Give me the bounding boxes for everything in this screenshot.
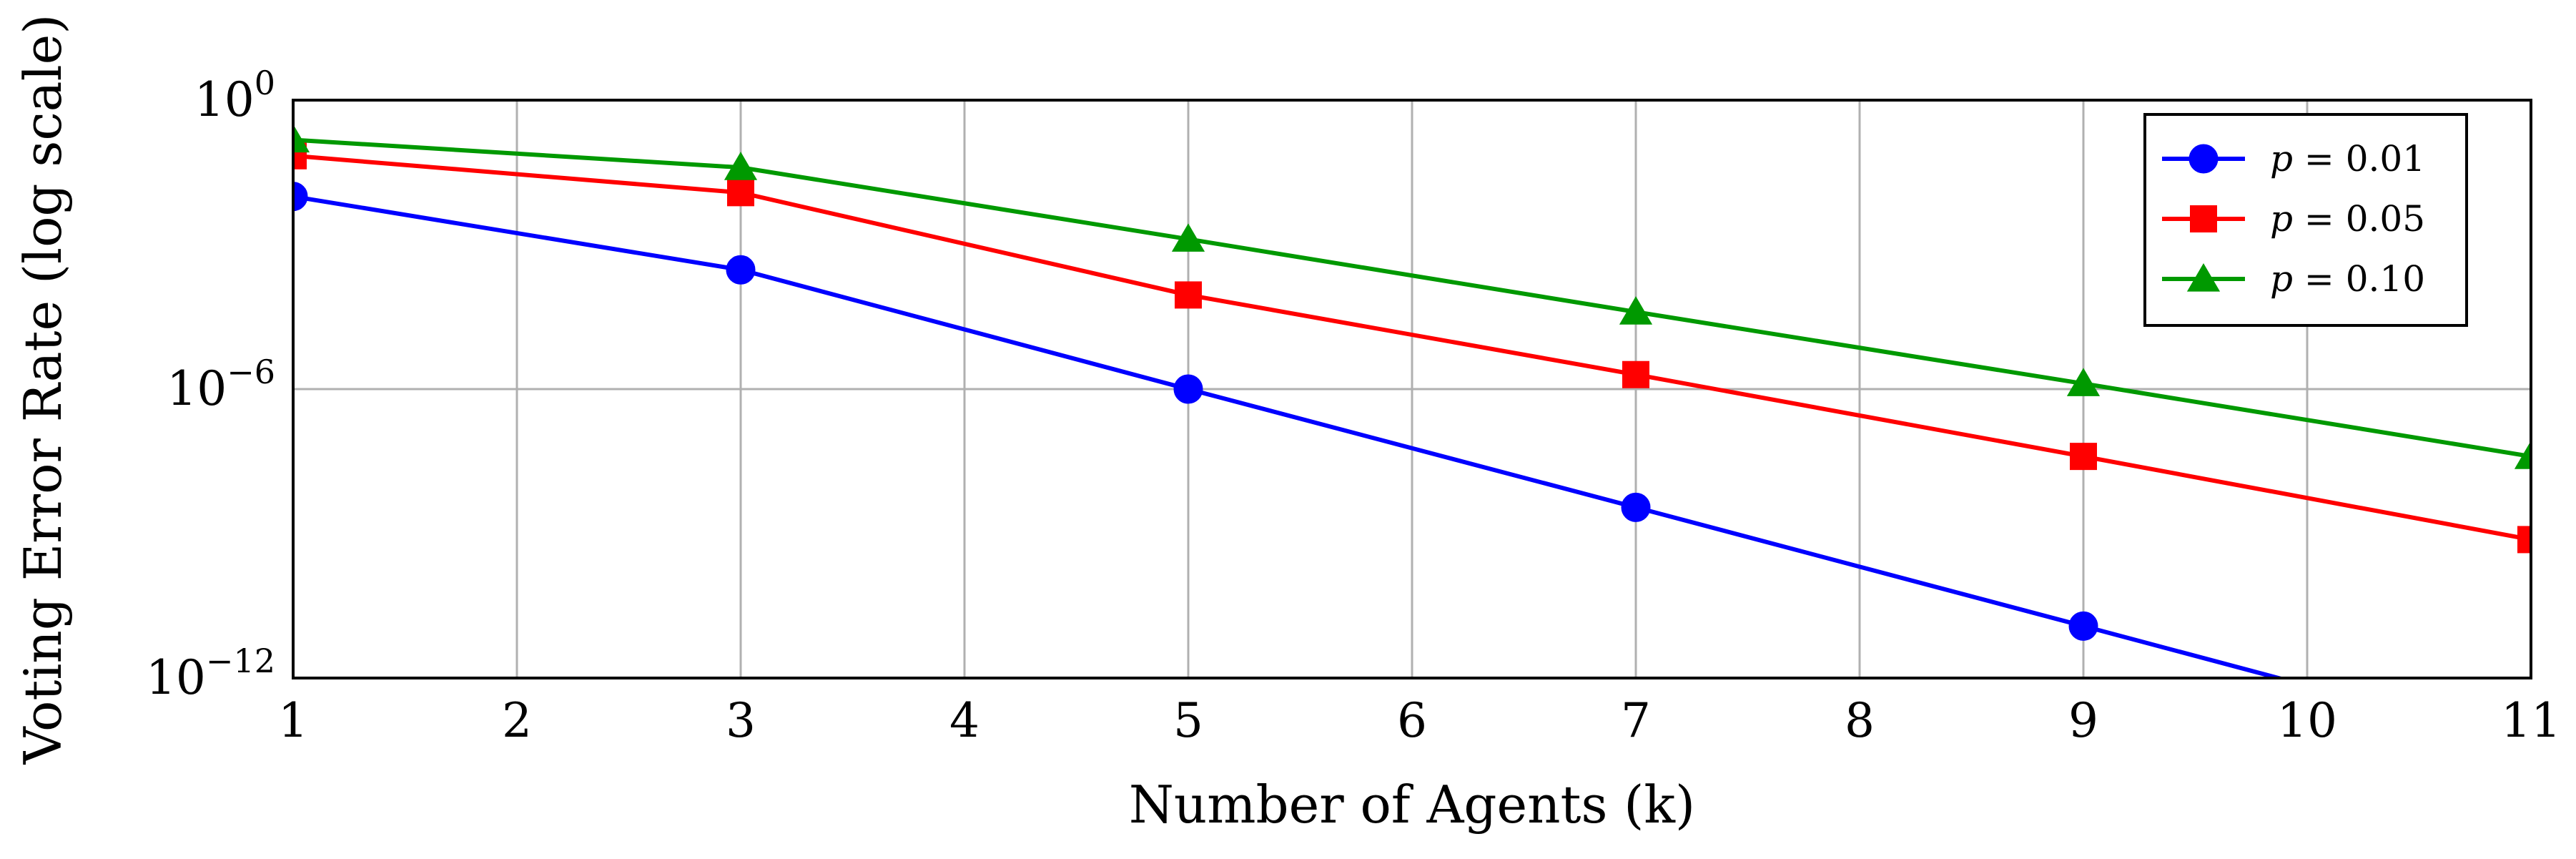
data-point: [2068, 611, 2098, 641]
legend-value: 0.01: [2346, 138, 2425, 180]
legend-marker: [2186, 263, 2221, 292]
legend-equals: =: [2293, 198, 2346, 240]
data-point: [2517, 526, 2531, 554]
x-axis-title: Number of Agents (k): [1129, 775, 1695, 835]
x-tick-label: 5: [1173, 693, 1203, 748]
legend-value: 0.05: [2346, 198, 2425, 240]
x-tick-label: 4: [949, 693, 979, 748]
legend-marker: [2190, 205, 2217, 232]
legend: p = 0.01p = 0.05p = 0.10: [2143, 113, 2468, 327]
data-point: [1173, 374, 1203, 404]
x-axis: 1 2 3 4 5 6 7 8 9 10 11: [278, 693, 2561, 748]
data-point: [727, 179, 754, 207]
y-axis-title: Voting Error Rate (log scale): [13, 14, 73, 765]
y-tick-base: 10: [167, 361, 227, 416]
x-tick-label: 7: [1621, 693, 1651, 748]
data-point: [1175, 281, 1202, 309]
x-tick-label: 6: [1397, 693, 1427, 748]
x-tick-label: 1: [278, 693, 308, 748]
series-group: [293, 124, 2531, 678]
data-point: [1619, 296, 1653, 325]
data-point: [2514, 441, 2531, 469]
legend-item: p = 0.10: [2162, 258, 2425, 300]
legend-equals: =: [2293, 138, 2346, 180]
y-tick-label: 10−12: [146, 642, 275, 705]
legend-marker: [2188, 144, 2219, 174]
x-tick-label: 11: [2501, 693, 2561, 748]
series-line: [293, 194, 2287, 678]
y-tick-base: 10: [194, 72, 255, 127]
legend-param: p: [2270, 258, 2293, 300]
data-point: [1171, 223, 1205, 252]
x-tick-label: 8: [1845, 693, 1875, 748]
series-0.10: [293, 124, 2531, 469]
legend-equals: =: [2293, 258, 2346, 300]
legend-value: 0.10: [2346, 258, 2425, 300]
legend-label: p = 0.05: [2270, 198, 2425, 240]
data-point: [1621, 492, 1651, 522]
x-tick-label: 9: [2068, 693, 2098, 748]
series-0.01: [293, 182, 2287, 678]
x-tick-label: 3: [726, 693, 756, 748]
series-line: [293, 137, 2531, 459]
y-tick-exponent: −6: [227, 353, 275, 391]
legend-item: p = 0.05: [2162, 198, 2425, 240]
data-point: [293, 182, 308, 212]
series-line: [293, 153, 2531, 542]
data-point: [1622, 360, 1649, 388]
data-point: [2070, 443, 2097, 471]
plot-frame: [292, 99, 2532, 679]
legend-label: p = 0.01: [2270, 138, 2425, 180]
data-point: [2066, 368, 2101, 396]
y-tick-base: 10: [146, 650, 206, 705]
data-point: [293, 124, 310, 153]
y-tick-exponent: −12: [206, 642, 275, 680]
legend-item: p = 0.01: [2162, 138, 2425, 180]
legend-label: p = 0.10: [2270, 258, 2425, 300]
data-point: [724, 152, 758, 180]
legend-param: p: [2270, 198, 2293, 240]
y-tick-exponent: 0: [255, 64, 275, 102]
x-tick-label: 10: [2277, 693, 2337, 748]
data-point: [726, 255, 756, 285]
y-tick-label: 10−6: [167, 353, 275, 416]
y-tick-label: 100: [194, 64, 275, 127]
x-tick-label: 2: [502, 693, 532, 748]
legend-param: p: [2270, 138, 2293, 180]
